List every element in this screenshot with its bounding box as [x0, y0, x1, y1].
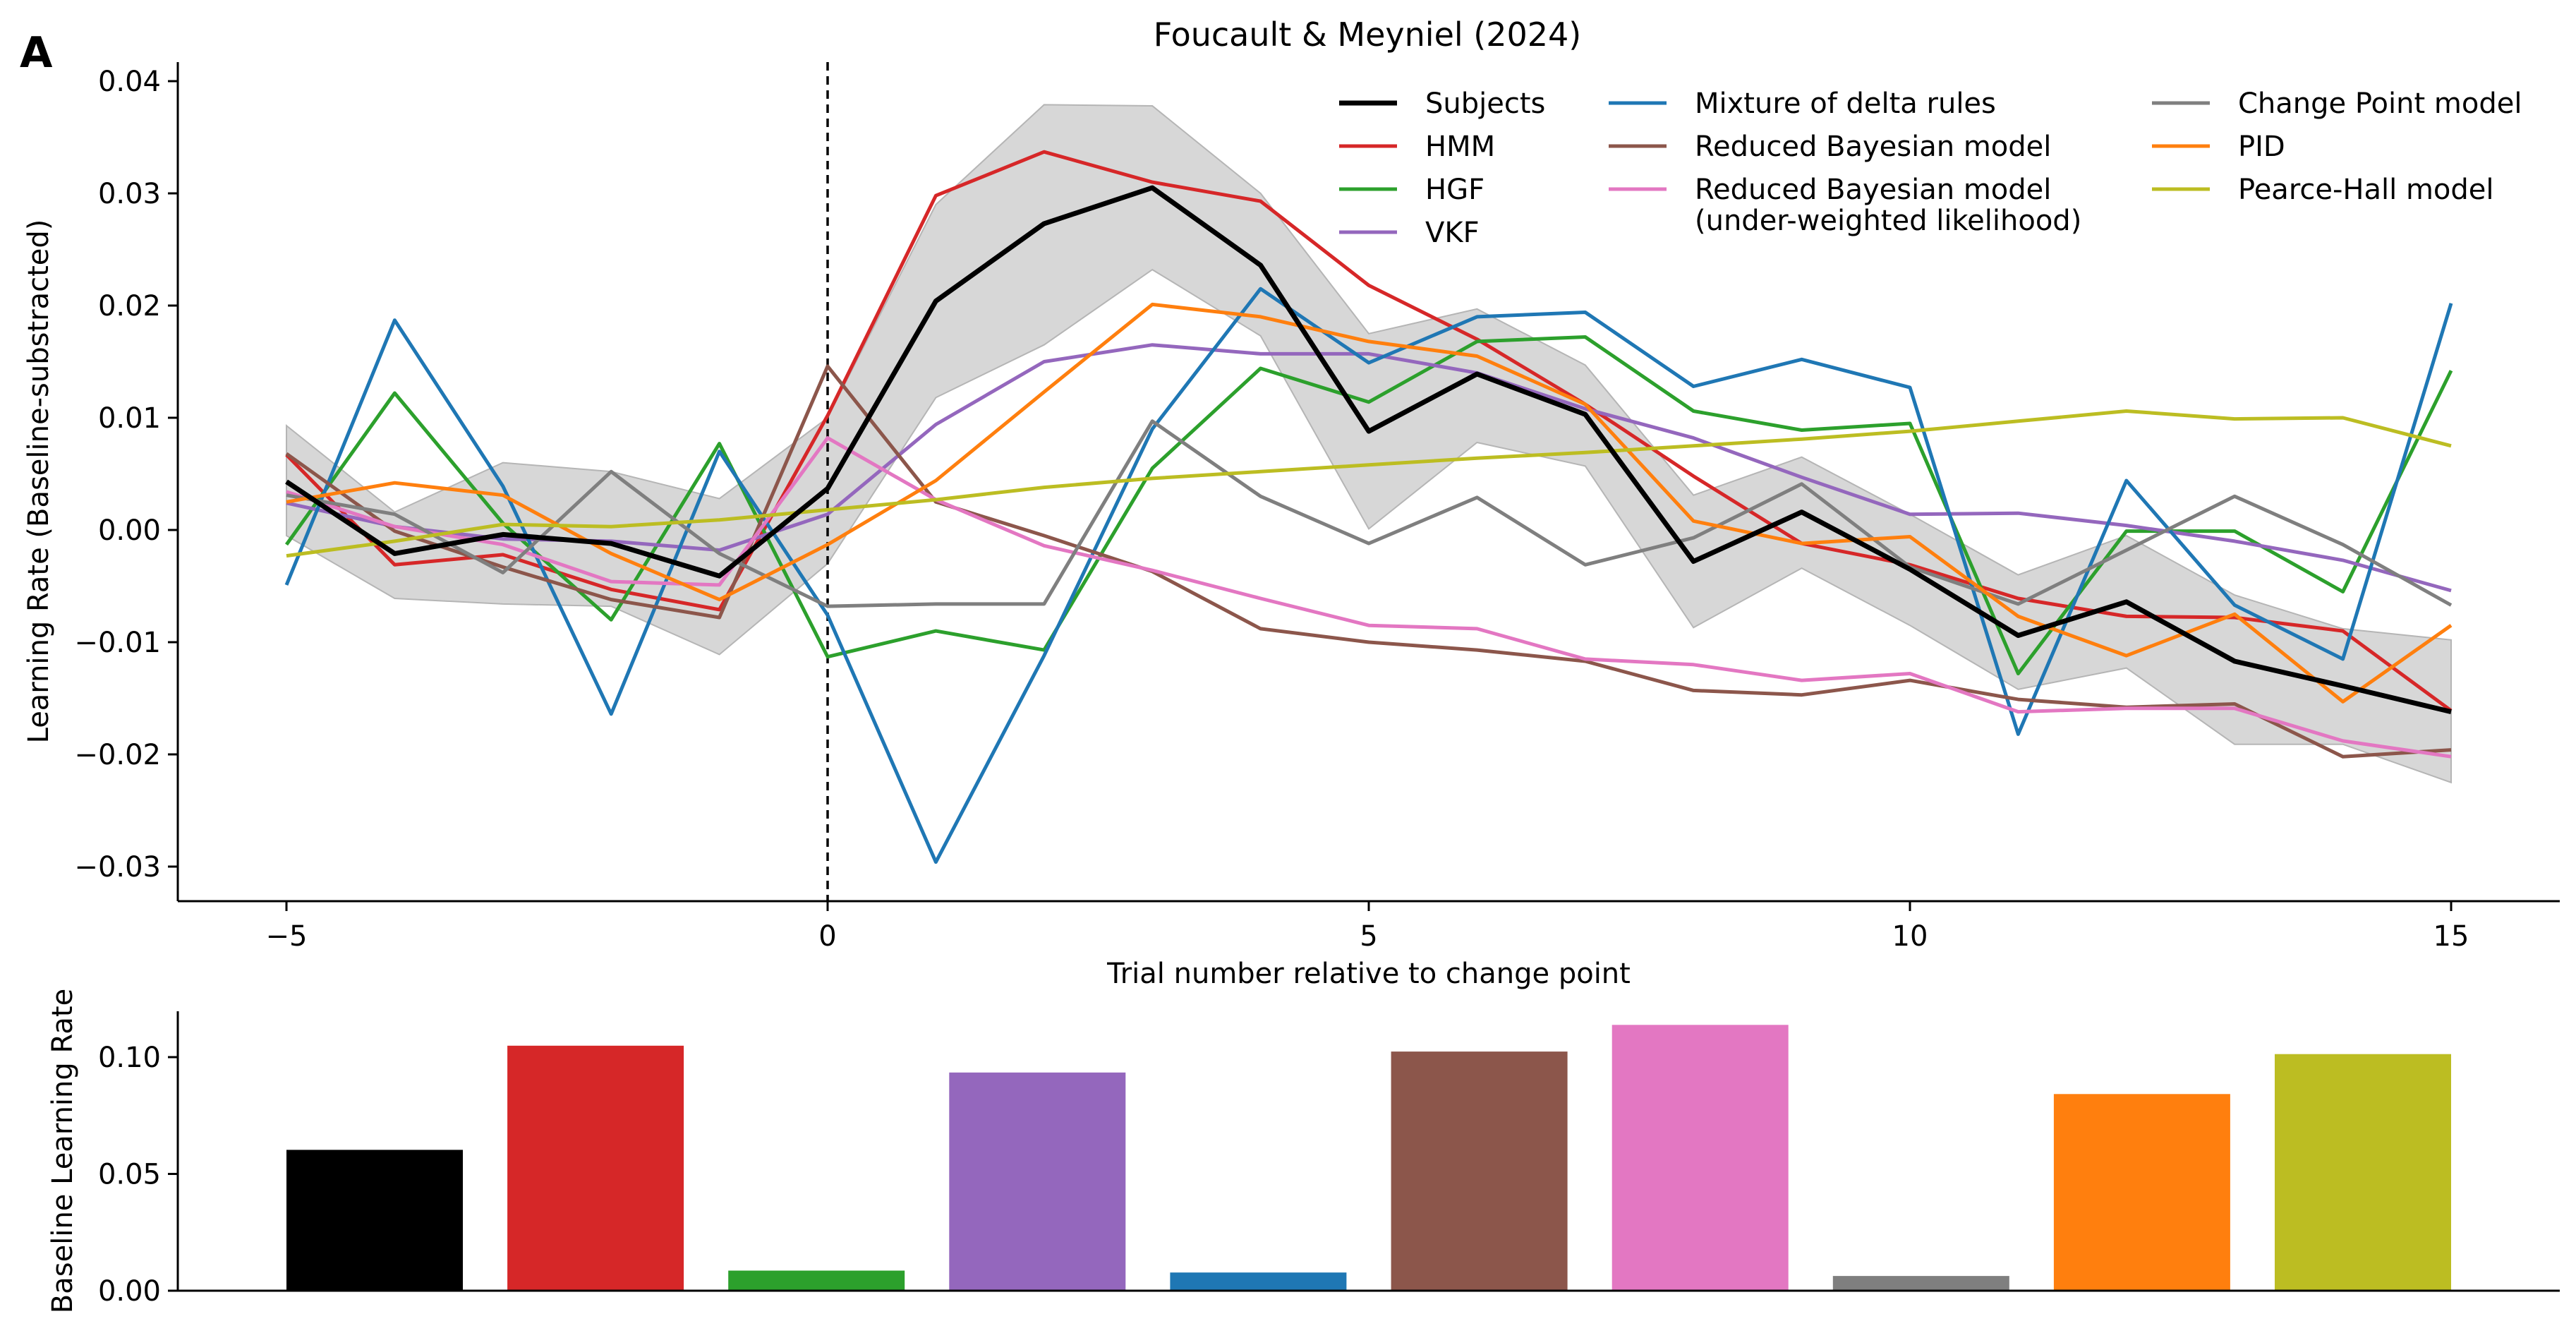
y-tick-label: 0.03: [98, 178, 161, 210]
bar-vkf: [949, 1072, 1126, 1291]
line-chart: −5 0 5 10 15 −0.03 −0.02 −0.01 0.00 0.01 0.02 0.03 0…: [23, 62, 2560, 990]
bottom-y-axis-label: Baseline Learning Rate: [47, 989, 79, 1313]
series-line-pearce-hall-model: [286, 409, 2452, 558]
top-y-axis-label: Learning Rate (Baseline-substracted): [23, 219, 55, 744]
y-tick-label: 0.00: [98, 514, 161, 547]
x-tick-label: 15: [2433, 920, 2469, 953]
series-line-change-point-model: [286, 419, 2453, 608]
legend-label-mixture-of-delta-rules: Mixture of delta rules: [1695, 88, 1996, 120]
bar-pid: [2053, 1094, 2230, 1291]
legend-label-pid: PID: [2238, 131, 2285, 163]
bottom-axes-ticks: 0.00 0.05 0.10: [98, 1042, 178, 1308]
x-tick-label: −5: [266, 920, 308, 953]
legend-label-change-point-model: Change Point model: [2238, 88, 2522, 120]
top-axes: [176, 62, 2560, 903]
bar-chart: 0.00 0.05 0.10 Baseline Learning Rate: [47, 989, 2560, 1313]
series-line-mixture-of-delta-rules: [284, 287, 2453, 864]
panel-label: A: [20, 28, 53, 78]
legend-label-pearce-hall-model: Pearce-Hall model: [2238, 174, 2494, 206]
y-tick-label: −0.03: [74, 851, 161, 884]
bar-subjects: [286, 1150, 463, 1291]
series-line-reduced-bayesian-model-under-weighted-likelihood: [286, 436, 2452, 759]
line-series: [284, 150, 2453, 864]
legend-label-reduced-bayesian-model-under-weighted-likelihood: Reduced Bayesian model (under-weighted li…: [1695, 174, 2081, 237]
bar-hgf: [728, 1270, 905, 1291]
top-x-axis-label: Trial number relative to change point: [1106, 958, 1631, 990]
legend: Subjects HMM HGF VKF Mixture of delta rules R…: [1339, 88, 2522, 249]
bar-y-tick-label: 0.00: [98, 1275, 161, 1308]
series-line-hgf: [284, 335, 2453, 675]
legend-label-subjects: Subjects: [1425, 88, 1545, 120]
bar-mixture-of-delta-rules: [1170, 1272, 1347, 1291]
legend-label-reduced-bayesian-model: Reduced Bayesian model: [1695, 131, 2051, 163]
y-tick-label: 0.04: [98, 66, 161, 98]
bars: [286, 1025, 2451, 1291]
x-tick-label: 10: [1892, 920, 1928, 953]
series-line-subjects: [285, 185, 2452, 715]
bar-change-point-model: [1832, 1276, 2009, 1291]
x-tick-label: 5: [1360, 920, 1377, 953]
legend-label-hgf: HGF: [1425, 174, 1484, 206]
top-axes-ticks: −5 0 5 10 15 −0.03 −0.02 −0.01 0.00 0.01 0.02 0.03 0…: [74, 66, 2469, 953]
bar-reduced-bayesian-model: [1391, 1051, 1568, 1291]
subjects-confidence-band: [286, 104, 2452, 784]
x-tick-label: 0: [818, 920, 836, 953]
y-tick-label: 0.01: [98, 402, 161, 435]
series-line-reduced-bayesian-model: [285, 364, 2452, 759]
series-line-vkf: [286, 343, 2452, 593]
bar-reduced-bayesian-model-under-weighted-likelihood: [1611, 1025, 1789, 1291]
legend-label-vkf: VKF: [1425, 217, 1480, 249]
chart-title: Foucault & Meyniel (2024): [1154, 16, 1582, 54]
legend-label-hmm: HMM: [1425, 131, 1495, 163]
bar-pearce-hall-model: [2275, 1054, 2451, 1291]
bar-y-tick-label: 0.10: [98, 1042, 161, 1074]
y-tick-label: −0.02: [74, 739, 161, 771]
y-tick-label: 0.02: [98, 290, 161, 323]
y-tick-label: −0.01: [74, 627, 161, 659]
confidence-bands: [286, 104, 2452, 784]
series-line-pid: [286, 302, 2453, 704]
bar-hmm: [507, 1045, 684, 1291]
bar-y-tick-label: 0.05: [98, 1159, 161, 1191]
series-line-hmm: [285, 150, 2453, 713]
